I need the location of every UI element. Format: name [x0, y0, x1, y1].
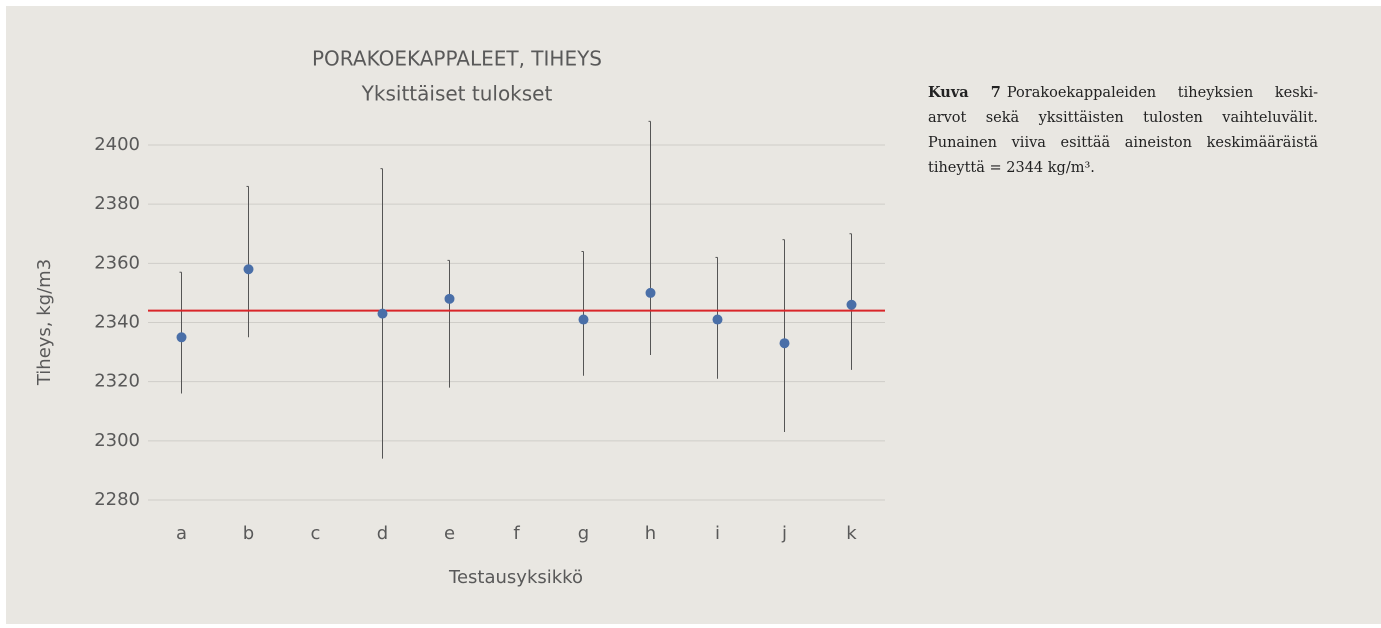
x-tick-label: c — [311, 523, 321, 544]
y-tick-label: 2340 — [94, 312, 140, 333]
y-tick-label: 2360 — [94, 252, 140, 273]
chart: PORAKOEKAPPALEET, TIHEYS Yksittäiset tul… — [34, 47, 885, 588]
data-point — [712, 314, 723, 325]
data-point — [578, 314, 589, 325]
caption-line: Punainen viiva esittää aineiston keskimä… — [928, 131, 1318, 156]
chart-title: PORAKOEKAPPALEET, TIHEYS — [312, 47, 602, 71]
x-tick-label: k — [846, 523, 857, 544]
data-point — [176, 332, 187, 343]
x-tick-label: i — [715, 523, 720, 544]
x-axis-label: Testausyksikkö — [448, 567, 583, 588]
caption-text: Porakoekappaleiden tiheyksien keski- — [1006, 85, 1318, 101]
data-point — [243, 264, 254, 275]
chart-subtitle: Yksittäiset tulokset — [361, 82, 553, 106]
x-tick-label: d — [377, 523, 388, 544]
y-tick-label: 2380 — [94, 193, 140, 214]
caption-label: Kuva 7 — [928, 84, 1001, 101]
caption-text: arvot sekä yksittäisten tulosten vaihtel… — [928, 110, 1318, 126]
x-tick-label: e — [444, 523, 455, 544]
data-point — [846, 299, 857, 310]
x-tick-label: b — [243, 523, 254, 544]
data-point — [444, 293, 455, 304]
caption-line: tiheyttä = 2344 kg/m³. — [928, 156, 1318, 181]
data-point — [779, 338, 790, 349]
caption-text: Punainen viiva esittää aineiston keskimä… — [928, 135, 1318, 151]
x-tick-label: f — [513, 523, 520, 544]
x-tick-label: a — [176, 523, 187, 544]
x-tick-label: j — [781, 523, 787, 544]
y-tick-label: 2400 — [94, 134, 140, 155]
x-tick-label: h — [645, 523, 656, 544]
x-tick-label: g — [578, 523, 589, 544]
y-axis-label: Tiheys, kg/m3 — [34, 259, 55, 386]
y-tick-label: 2280 — [94, 489, 140, 510]
y-tick-label: 2300 — [94, 430, 140, 451]
caption-line: arvot sekä yksittäisten tulosten vaihtel… — [928, 106, 1318, 131]
data-point — [377, 308, 388, 319]
caption: Kuva 7 Porakoekappaleiden tiheyksien kesk… — [928, 80, 1318, 181]
data-point — [645, 287, 656, 298]
y-tick-label: 2320 — [94, 371, 140, 392]
caption-line: Kuva 7 Porakoekappaleiden tiheyksien kesk… — [928, 80, 1318, 106]
caption-text: tiheyttä = 2344 kg/m³. — [928, 160, 1095, 176]
panel — [6, 6, 1381, 624]
